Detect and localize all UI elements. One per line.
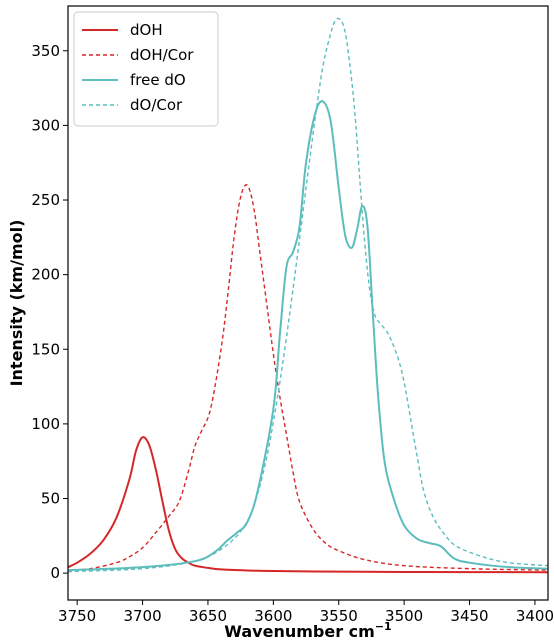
legend: dOH dOH/Cor free dO dO/Cor <box>73 11 219 127</box>
x-tick-label: 3700 <box>123 607 161 625</box>
y-tick-label: 250 <box>31 191 60 209</box>
series-line-1 <box>68 184 548 571</box>
x-tick-label: 3550 <box>320 607 358 625</box>
x-tick-label: 3450 <box>450 607 488 625</box>
legend-label-3: dO/Cor <box>130 96 183 114</box>
legend-label-2: free dO <box>130 71 186 89</box>
y-tick-label: 200 <box>31 266 60 284</box>
series-line-3 <box>68 17 548 573</box>
x-axis-ticks: 3750 3700 3650 3600 3550 3500 3450 3400 <box>58 600 554 625</box>
series-line-0 <box>68 436 548 574</box>
y-tick-label: 350 <box>31 42 60 60</box>
legend-label-0: dOH <box>130 21 163 39</box>
y-tick-label: 300 <box>31 116 60 134</box>
y-tick-label: 50 <box>41 490 60 508</box>
plot-frame <box>67 5 549 601</box>
x-tick-label: 3750 <box>58 607 96 625</box>
y-tick-label: 0 <box>50 564 60 582</box>
x-tick-label: 3650 <box>189 607 227 625</box>
legend-box <box>73 11 219 127</box>
legend-label-1: dOH/Cor <box>130 46 194 64</box>
y-axis-ticks: 0 50 100 150 200 250 300 350 <box>31 42 68 582</box>
x-tick-label: 3600 <box>254 607 292 625</box>
x-tick-label: 3500 <box>385 607 423 625</box>
plot-lines <box>68 17 548 574</box>
x-axis-label: Wavenumber cm−1 <box>224 620 391 641</box>
series-line-2 <box>68 100 548 572</box>
y-tick-label: 150 <box>31 340 60 358</box>
y-axis-label: Intensity (km/mol) <box>7 220 26 387</box>
x-tick-label: 3400 <box>516 607 554 625</box>
y-tick-label: 100 <box>31 415 60 433</box>
